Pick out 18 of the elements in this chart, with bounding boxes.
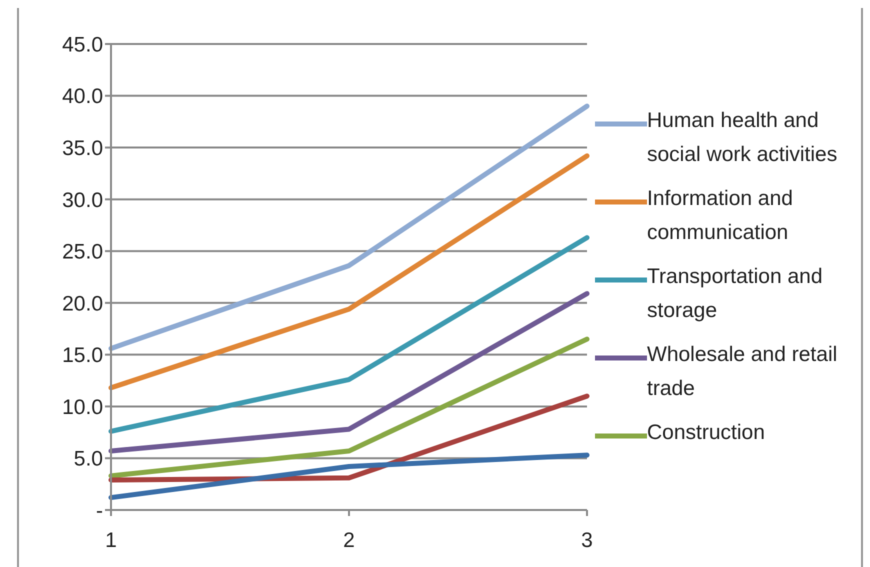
legend-label: Human health and social work activities [647, 108, 838, 168]
y-tick-label: 30.0 [62, 188, 103, 212]
y-tick-label: 40.0 [62, 85, 103, 108]
x-tick-label: 1 [105, 528, 117, 552]
y-tick-label: 25.0 [62, 240, 103, 264]
legend-label: Information and communication [647, 186, 794, 246]
legend-label: Transportation and storage [647, 264, 824, 324]
x-tick-label: 3 [581, 528, 593, 552]
y-tick-label: 20.0 [62, 292, 103, 316]
y-tick-label: - [96, 499, 103, 522]
x-tick-label: 2 [343, 528, 355, 552]
y-tick-label: 5.0 [74, 448, 103, 471]
y-tick-label: 45.0 [62, 33, 103, 56]
y-tick-label: 10.0 [62, 396, 103, 419]
y-tick-label: 15.0 [62, 344, 103, 368]
y-tick-label: 35.0 [62, 137, 103, 160]
legend-label: Wholesale and retail trade [647, 342, 838, 402]
legend-label: Construction [647, 420, 765, 446]
